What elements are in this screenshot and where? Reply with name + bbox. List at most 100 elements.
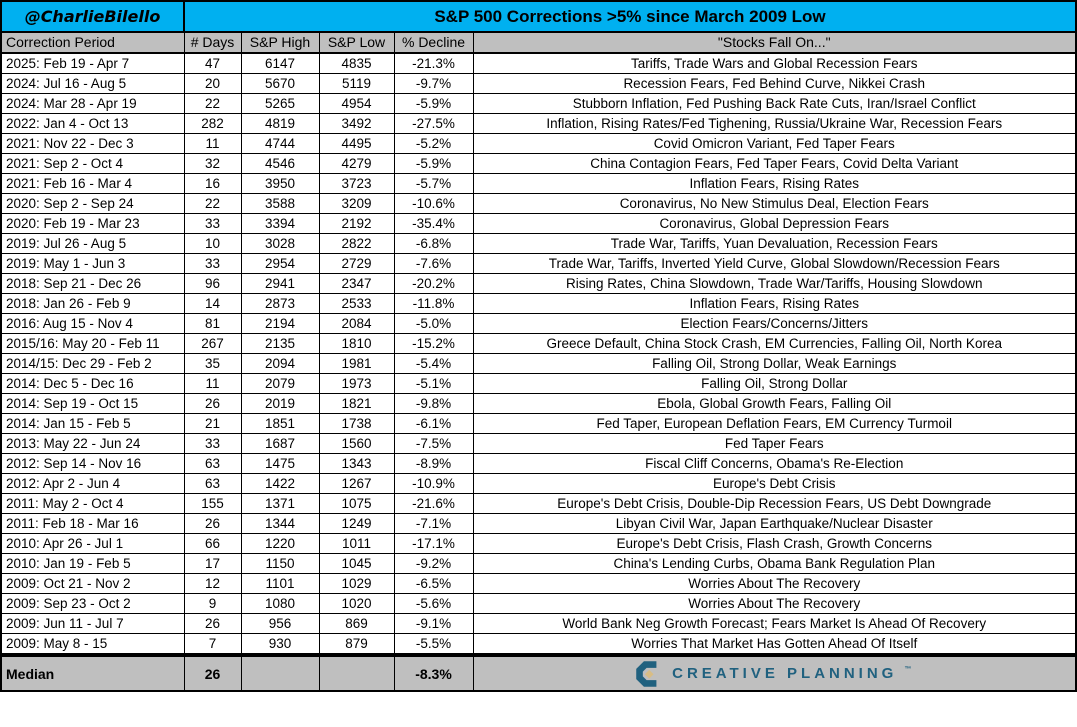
cell-sp-high: 1344 <box>240 513 320 534</box>
table-row: 2018: Sep 21 - Dec 26 96 2941 2347 -20.2… <box>0 273 1077 294</box>
cell-correction-period: 2011: May 2 - Oct 4 <box>0 493 185 514</box>
cell-reason: Rising Rates, China Slowdown, Trade War/… <box>472 273 1077 294</box>
cell-correction-period: 2021: Nov 22 - Dec 3 <box>0 133 185 154</box>
cell-sp-high: 2019 <box>240 393 320 414</box>
col-header-correction-period: Correction Period <box>0 31 185 54</box>
cell-correction-period: 2009: Jun 11 - Jul 7 <box>0 613 185 634</box>
cell-sp-low: 5119 <box>318 73 395 94</box>
corrections-table: @CharlieBilello S&P 500 Corrections >5% … <box>0 0 1077 692</box>
cell-sp-low: 4835 <box>318 52 395 74</box>
cell-sp-low: 869 <box>318 613 395 634</box>
cell-correction-period: 2020: Sep 2 - Sep 24 <box>0 193 185 214</box>
cell-sp-high: 2873 <box>240 293 320 314</box>
cell-correction-period: 2016: Aug 15 - Nov 4 <box>0 313 185 334</box>
footer-logo-cell: CREATIVE PLANNING ™ <box>472 653 1077 692</box>
cell-sp-low: 4279 <box>318 153 395 174</box>
table-row: 2021: Sep 2 - Oct 4 32 4546 4279 -5.9% C… <box>0 153 1077 174</box>
cell-days: 22 <box>183 93 242 114</box>
cell-days: 26 <box>183 513 242 534</box>
table-row: 2009: Jun 11 - Jul 7 26 956 869 -9.1% Wo… <box>0 613 1077 634</box>
cell-correction-period: 2010: Apr 26 - Jul 1 <box>0 533 185 554</box>
table-row: 2021: Nov 22 - Dec 3 11 4744 4495 -5.2% … <box>0 133 1077 154</box>
cell-sp-low: 4495 <box>318 133 395 154</box>
cell-decline: -9.1% <box>393 613 474 634</box>
col-header-decline: % Decline <box>393 31 474 54</box>
cell-days: 33 <box>183 213 242 234</box>
cell-sp-low: 3723 <box>318 173 395 194</box>
cell-correction-period: 2009: Oct 21 - Nov 2 <box>0 573 185 594</box>
cell-reason: Worries About The Recovery <box>472 593 1077 614</box>
cell-decline: -21.3% <box>393 52 474 74</box>
cell-days: 12 <box>183 573 242 594</box>
cell-sp-high: 3950 <box>240 173 320 194</box>
col-header-days: # Days <box>183 31 242 54</box>
cell-reason: Inflation Fears, Rising Rates <box>472 293 1077 314</box>
cell-days: 63 <box>183 453 242 474</box>
cell-decline: -7.5% <box>393 433 474 454</box>
cell-days: 155 <box>183 493 242 514</box>
cell-days: 21 <box>183 413 242 434</box>
cell-correction-period: 2019: Jul 26 - Aug 5 <box>0 233 185 254</box>
cell-decline: -6.5% <box>393 573 474 594</box>
cell-decline: -5.4% <box>393 353 474 374</box>
median-row: Median 26 -8.3% CREATIVE PLANNING ™ <box>0 653 1077 692</box>
cell-sp-low: 1738 <box>318 413 395 434</box>
cell-days: 20 <box>183 73 242 94</box>
cell-decline: -10.9% <box>393 473 474 494</box>
cell-correction-period: 2022: Jan 4 - Oct 13 <box>0 113 185 134</box>
table-row: 2011: May 2 - Oct 4 155 1371 1075 -21.6%… <box>0 493 1077 514</box>
cell-sp-high: 2079 <box>240 373 320 394</box>
cell-sp-low: 1821 <box>318 393 395 414</box>
cell-sp-high: 1475 <box>240 453 320 474</box>
cell-sp-low: 1075 <box>318 493 395 514</box>
cell-reason: World Bank Neg Growth Forecast; Fears Ma… <box>472 613 1077 634</box>
cell-correction-period: 2018: Jan 26 - Feb 9 <box>0 293 185 314</box>
cell-reason: Europe's Debt Crisis <box>472 473 1077 494</box>
cell-sp-high: 1422 <box>240 473 320 494</box>
cell-sp-high: 6147 <box>240 52 320 74</box>
cell-days: 96 <box>183 273 242 294</box>
table-row: 2014: Jan 15 - Feb 5 21 1851 1738 -6.1% … <box>0 413 1077 434</box>
cell-sp-low: 2729 <box>318 253 395 274</box>
cell-correction-period: 2020: Feb 19 - Mar 23 <box>0 213 185 234</box>
cell-reason: Europe's Debt Crisis, Flash Crash, Growt… <box>472 533 1077 554</box>
cell-correction-period: 2012: Apr 2 - Jun 4 <box>0 473 185 494</box>
cell-sp-low: 1249 <box>318 513 395 534</box>
cell-decline: -9.8% <box>393 393 474 414</box>
cell-reason: China Contagion Fears, Fed Taper Fears, … <box>472 153 1077 174</box>
cell-decline: -5.5% <box>393 633 474 656</box>
table-row: 2009: Oct 21 - Nov 2 12 1101 1029 -6.5% … <box>0 573 1077 594</box>
cell-days: 16 <box>183 173 242 194</box>
cell-sp-high: 930 <box>240 633 320 656</box>
cell-sp-high: 956 <box>240 613 320 634</box>
cell-decline: -27.5% <box>393 113 474 134</box>
median-decline: -8.3% <box>393 653 474 692</box>
cell-days: 282 <box>183 113 242 134</box>
table-row: 2010: Apr 26 - Jul 1 66 1220 1011 -17.1%… <box>0 533 1077 554</box>
table-row: 2012: Sep 14 - Nov 16 63 1475 1343 -8.9%… <box>0 453 1077 474</box>
cell-sp-high: 5670 <box>240 73 320 94</box>
table-body: 2025: Feb 19 - Apr 7 47 6147 4835 -21.3%… <box>0 52 1077 656</box>
table-row: 2019: May 1 - Jun 3 33 2954 2729 -7.6% T… <box>0 253 1077 274</box>
cell-sp-high: 1080 <box>240 593 320 614</box>
cell-sp-high: 3588 <box>240 193 320 214</box>
table-row: 2018: Jan 26 - Feb 9 14 2873 2533 -11.8%… <box>0 293 1077 314</box>
cell-sp-low: 1973 <box>318 373 395 394</box>
cell-reason: Stubborn Inflation, Fed Pushing Back Rat… <box>472 93 1077 114</box>
cell-decline: -9.7% <box>393 73 474 94</box>
cell-sp-high: 1220 <box>240 533 320 554</box>
cell-decline: -5.9% <box>393 153 474 174</box>
table-row: 2025: Feb 19 - Apr 7 47 6147 4835 -21.3%… <box>0 52 1077 74</box>
cell-days: 267 <box>183 333 242 354</box>
cell-correction-period: 2024: Mar 28 - Apr 19 <box>0 93 185 114</box>
title-row: @CharlieBilello S&P 500 Corrections >5% … <box>0 0 1077 33</box>
cell-decline: -7.6% <box>393 253 474 274</box>
cell-correction-period: 2014: Jan 15 - Feb 5 <box>0 413 185 434</box>
cell-decline: -5.9% <box>393 93 474 114</box>
cell-decline: -9.2% <box>393 553 474 574</box>
table-row: 2009: Sep 23 - Oct 2 9 1080 1020 -5.6% W… <box>0 593 1077 614</box>
cell-sp-low: 3492 <box>318 113 395 134</box>
cell-correction-period: 2014: Dec 5 - Dec 16 <box>0 373 185 394</box>
table-row: 2022: Jan 4 - Oct 13 282 4819 3492 -27.5… <box>0 113 1077 134</box>
cell-days: 17 <box>183 553 242 574</box>
